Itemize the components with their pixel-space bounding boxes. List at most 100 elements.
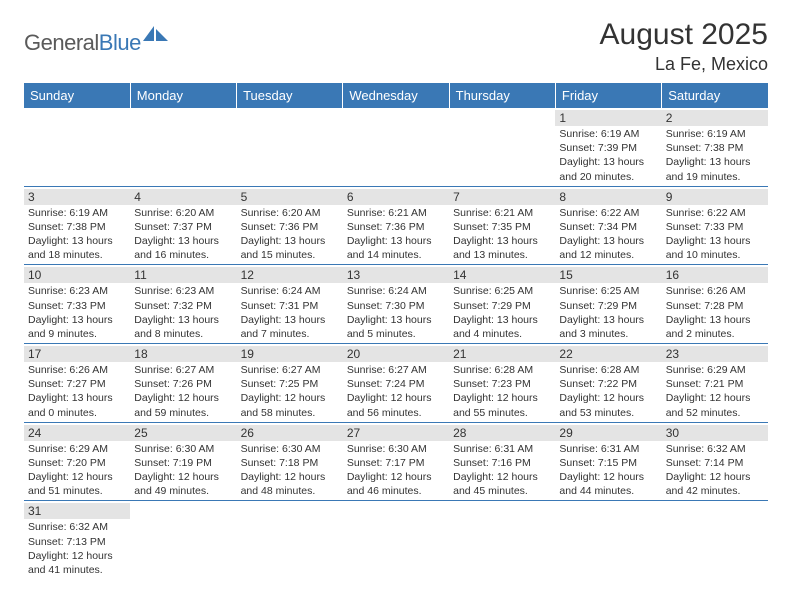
calendar-day-cell	[237, 108, 343, 186]
sunrise-text: Sunrise: 6:25 AM	[453, 284, 551, 298]
calendar-day-cell: 20Sunrise: 6:27 AMSunset: 7:24 PMDayligh…	[343, 344, 449, 423]
sunrise-text: Sunrise: 6:31 AM	[453, 442, 551, 456]
daylight-text: Daylight: 13 hours and 2 minutes.	[666, 313, 764, 341]
sunset-text: Sunset: 7:38 PM	[666, 141, 764, 155]
sunset-text: Sunset: 7:20 PM	[28, 456, 126, 470]
calendar-day-cell: 16Sunrise: 6:26 AMSunset: 7:28 PMDayligh…	[662, 265, 768, 344]
day-sun-info: Sunrise: 6:30 AMSunset: 7:18 PMDaylight:…	[241, 442, 339, 499]
daylight-text: Daylight: 13 hours and 0 minutes.	[28, 391, 126, 419]
day-number: 14	[449, 267, 555, 283]
daylight-text: Daylight: 13 hours and 4 minutes.	[453, 313, 551, 341]
sunrise-text: Sunrise: 6:19 AM	[28, 206, 126, 220]
sunrise-text: Sunrise: 6:25 AM	[559, 284, 657, 298]
daylight-text: Daylight: 12 hours and 41 minutes.	[28, 549, 126, 577]
calendar-week-row: 10Sunrise: 6:23 AMSunset: 7:33 PMDayligh…	[24, 265, 768, 344]
calendar-day-cell	[555, 501, 661, 579]
day-number: 27	[343, 425, 449, 441]
daylight-text: Daylight: 13 hours and 3 minutes.	[559, 313, 657, 341]
day-number: 2	[662, 110, 768, 126]
day-sun-info: Sunrise: 6:27 AMSunset: 7:25 PMDaylight:…	[241, 363, 339, 420]
sunrise-text: Sunrise: 6:26 AM	[666, 284, 764, 298]
day-number: 16	[662, 267, 768, 283]
calendar-week-row: 31Sunrise: 6:32 AMSunset: 7:13 PMDayligh…	[24, 501, 768, 579]
sunset-text: Sunset: 7:34 PM	[559, 220, 657, 234]
sunset-text: Sunset: 7:29 PM	[559, 299, 657, 313]
day-sun-info: Sunrise: 6:31 AMSunset: 7:16 PMDaylight:…	[453, 442, 551, 499]
sunset-text: Sunset: 7:22 PM	[559, 377, 657, 391]
day-number: 19	[237, 346, 343, 362]
daylight-text: Daylight: 13 hours and 16 minutes.	[134, 234, 232, 262]
weekday-header: Friday	[555, 83, 661, 108]
day-sun-info: Sunrise: 6:22 AMSunset: 7:34 PMDaylight:…	[559, 206, 657, 263]
daylight-text: Daylight: 12 hours and 48 minutes.	[241, 470, 339, 498]
calendar-day-cell: 26Sunrise: 6:30 AMSunset: 7:18 PMDayligh…	[237, 422, 343, 501]
weekday-header: Monday	[130, 83, 236, 108]
day-sun-info: Sunrise: 6:29 AMSunset: 7:20 PMDaylight:…	[28, 442, 126, 499]
logo-sail-icon	[143, 24, 169, 47]
calendar-day-cell: 14Sunrise: 6:25 AMSunset: 7:29 PMDayligh…	[449, 265, 555, 344]
sunrise-text: Sunrise: 6:19 AM	[666, 127, 764, 141]
day-number: 15	[555, 267, 661, 283]
sunrise-text: Sunrise: 6:24 AM	[241, 284, 339, 298]
sunset-text: Sunset: 7:32 PM	[134, 299, 232, 313]
sunrise-text: Sunrise: 6:31 AM	[559, 442, 657, 456]
weekday-header: Thursday	[449, 83, 555, 108]
sunrise-text: Sunrise: 6:20 AM	[134, 206, 232, 220]
calendar-day-cell	[662, 501, 768, 579]
sunrise-text: Sunrise: 6:21 AM	[347, 206, 445, 220]
day-sun-info: Sunrise: 6:25 AMSunset: 7:29 PMDaylight:…	[559, 284, 657, 341]
day-sun-info: Sunrise: 6:21 AMSunset: 7:36 PMDaylight:…	[347, 206, 445, 263]
calendar-day-cell: 6Sunrise: 6:21 AMSunset: 7:36 PMDaylight…	[343, 186, 449, 265]
sunset-text: Sunset: 7:17 PM	[347, 456, 445, 470]
calendar-day-cell: 10Sunrise: 6:23 AMSunset: 7:33 PMDayligh…	[24, 265, 130, 344]
calendar-day-cell: 5Sunrise: 6:20 AMSunset: 7:36 PMDaylight…	[237, 186, 343, 265]
sunset-text: Sunset: 7:28 PM	[666, 299, 764, 313]
sunrise-text: Sunrise: 6:27 AM	[347, 363, 445, 377]
day-number: 4	[130, 189, 236, 205]
day-number: 28	[449, 425, 555, 441]
day-number: 18	[130, 346, 236, 362]
sunrise-text: Sunrise: 6:27 AM	[134, 363, 232, 377]
day-sun-info: Sunrise: 6:23 AMSunset: 7:32 PMDaylight:…	[134, 284, 232, 341]
month-title: August 2025	[600, 18, 768, 52]
sunset-text: Sunset: 7:16 PM	[453, 456, 551, 470]
daylight-text: Daylight: 12 hours and 52 minutes.	[666, 391, 764, 419]
calendar-day-cell: 21Sunrise: 6:28 AMSunset: 7:23 PMDayligh…	[449, 344, 555, 423]
calendar-day-cell	[130, 501, 236, 579]
calendar-day-cell: 18Sunrise: 6:27 AMSunset: 7:26 PMDayligh…	[130, 344, 236, 423]
sunset-text: Sunset: 7:35 PM	[453, 220, 551, 234]
day-sun-info: Sunrise: 6:31 AMSunset: 7:15 PMDaylight:…	[559, 442, 657, 499]
sunset-text: Sunset: 7:26 PM	[134, 377, 232, 391]
daylight-text: Daylight: 13 hours and 18 minutes.	[28, 234, 126, 262]
sunset-text: Sunset: 7:30 PM	[347, 299, 445, 313]
day-number: 31	[24, 503, 130, 519]
calendar-day-cell: 3Sunrise: 6:19 AMSunset: 7:38 PMDaylight…	[24, 186, 130, 265]
day-sun-info: Sunrise: 6:32 AMSunset: 7:13 PMDaylight:…	[28, 520, 126, 577]
daylight-text: Daylight: 13 hours and 15 minutes.	[241, 234, 339, 262]
day-sun-info: Sunrise: 6:27 AMSunset: 7:24 PMDaylight:…	[347, 363, 445, 420]
logo-text-blue: Blue	[99, 30, 141, 56]
calendar-day-cell: 23Sunrise: 6:29 AMSunset: 7:21 PMDayligh…	[662, 344, 768, 423]
logo-text-general: General	[24, 30, 99, 56]
calendar-day-cell	[343, 108, 449, 186]
day-sun-info: Sunrise: 6:24 AMSunset: 7:31 PMDaylight:…	[241, 284, 339, 341]
day-number: 20	[343, 346, 449, 362]
day-number: 3	[24, 189, 130, 205]
weekday-header: Tuesday	[237, 83, 343, 108]
day-sun-info: Sunrise: 6:26 AMSunset: 7:27 PMDaylight:…	[28, 363, 126, 420]
calendar-day-cell: 15Sunrise: 6:25 AMSunset: 7:29 PMDayligh…	[555, 265, 661, 344]
sunset-text: Sunset: 7:36 PM	[241, 220, 339, 234]
calendar-day-cell	[343, 501, 449, 579]
sunrise-text: Sunrise: 6:30 AM	[134, 442, 232, 456]
sunset-text: Sunset: 7:37 PM	[134, 220, 232, 234]
calendar-page: GeneralBlue August 2025 La Fe, Mexico Su…	[0, 0, 792, 579]
calendar-day-cell	[449, 108, 555, 186]
day-sun-info: Sunrise: 6:19 AMSunset: 7:38 PMDaylight:…	[28, 206, 126, 263]
day-number: 23	[662, 346, 768, 362]
sunset-text: Sunset: 7:24 PM	[347, 377, 445, 391]
sunset-text: Sunset: 7:36 PM	[347, 220, 445, 234]
sunrise-text: Sunrise: 6:28 AM	[453, 363, 551, 377]
calendar-day-cell: 24Sunrise: 6:29 AMSunset: 7:20 PMDayligh…	[24, 422, 130, 501]
daylight-text: Daylight: 13 hours and 19 minutes.	[666, 155, 764, 183]
calendar-week-row: 24Sunrise: 6:29 AMSunset: 7:20 PMDayligh…	[24, 422, 768, 501]
